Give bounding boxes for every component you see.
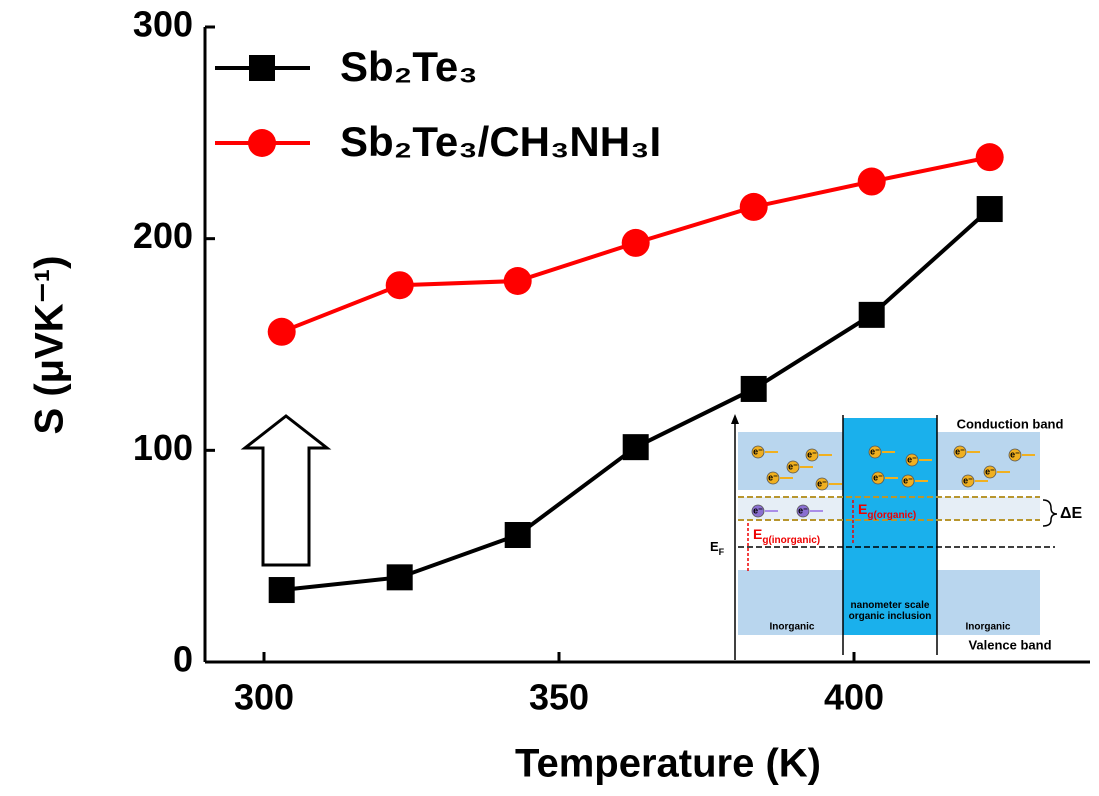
x-tick-label: 350 bbox=[529, 677, 589, 718]
data-point bbox=[386, 271, 414, 299]
x-axis-label: Temperature (K) bbox=[515, 742, 821, 786]
x-tick-label: 400 bbox=[824, 677, 884, 718]
data-point bbox=[623, 434, 649, 460]
electron-label: e⁻ bbox=[753, 505, 763, 515]
inset-label: E bbox=[710, 539, 719, 554]
data-point bbox=[977, 196, 1003, 222]
electron-label: e⁻ bbox=[1010, 449, 1020, 459]
electron-label: e⁻ bbox=[985, 466, 995, 476]
data-point bbox=[387, 564, 413, 590]
electron-label: e⁻ bbox=[817, 478, 827, 488]
data-point bbox=[740, 193, 768, 221]
inset-label: E bbox=[753, 526, 762, 542]
inset-label: E bbox=[858, 501, 867, 517]
data-point bbox=[269, 577, 295, 603]
x-tick-label: 300 bbox=[234, 677, 294, 718]
conduction-right bbox=[937, 432, 1040, 490]
increase-arrow bbox=[245, 416, 327, 565]
legend-marker bbox=[249, 55, 275, 81]
inset-label: Conduction band bbox=[957, 416, 1064, 431]
y-tick-label: 200 bbox=[133, 215, 193, 256]
electron-label: e⁻ bbox=[907, 454, 917, 464]
electron-label: e⁻ bbox=[807, 449, 817, 459]
y-tick-label: 100 bbox=[133, 427, 193, 468]
legend-label: Sb₂Te₃/CH₃NH₃I bbox=[340, 118, 661, 165]
delta-brace bbox=[1043, 500, 1057, 526]
inset-label: Eg(inorganic) bbox=[753, 526, 820, 546]
inset-label: g(organic) bbox=[867, 510, 916, 521]
inset-label: ΔE bbox=[1060, 505, 1083, 522]
inset-label: F bbox=[719, 547, 725, 557]
inset-label-box: nanometer scale organic inclusion bbox=[845, 600, 935, 636]
electron-label: e⁻ bbox=[873, 472, 883, 482]
data-point bbox=[741, 376, 767, 402]
chart: Temperature (K) S (μVK⁻¹) Conduction ban… bbox=[0, 0, 1099, 796]
electron-label: e⁻ bbox=[788, 461, 798, 471]
legend-marker bbox=[248, 129, 276, 157]
inset-label: g(inorganic) bbox=[762, 535, 820, 546]
inset-label: nanometer scale organic inclusion bbox=[845, 600, 935, 622]
data-point bbox=[859, 302, 885, 328]
legend-label: Sb₂Te₃ bbox=[340, 43, 478, 90]
inset-diagram: Conduction band Valence band Inorganic I… bbox=[710, 414, 1083, 660]
inset-label: EF bbox=[710, 539, 725, 557]
data-point bbox=[858, 168, 886, 196]
inset-label: Inorganic bbox=[965, 622, 1010, 633]
data-point bbox=[505, 522, 531, 548]
electron-label: e⁻ bbox=[753, 446, 763, 456]
electron-label: e⁻ bbox=[768, 472, 778, 482]
y-tick-label: 300 bbox=[133, 4, 193, 45]
electron-label: e⁻ bbox=[955, 446, 965, 456]
electron-label: e⁻ bbox=[963, 475, 973, 485]
data-point bbox=[976, 143, 1004, 171]
data-point bbox=[268, 318, 296, 346]
data-point bbox=[622, 229, 650, 257]
y-axis-label: S (μVK⁻¹) bbox=[28, 256, 72, 435]
electron-label: e⁻ bbox=[870, 446, 880, 456]
inset-label: Valence band bbox=[968, 637, 1051, 652]
y-tick-label: 0 bbox=[173, 639, 193, 680]
electron-label: e⁻ bbox=[798, 505, 808, 515]
data-point bbox=[504, 267, 532, 295]
energy-arrow bbox=[731, 414, 739, 424]
electron-label: e⁻ bbox=[903, 475, 913, 485]
inset-label: Inorganic bbox=[769, 622, 814, 633]
